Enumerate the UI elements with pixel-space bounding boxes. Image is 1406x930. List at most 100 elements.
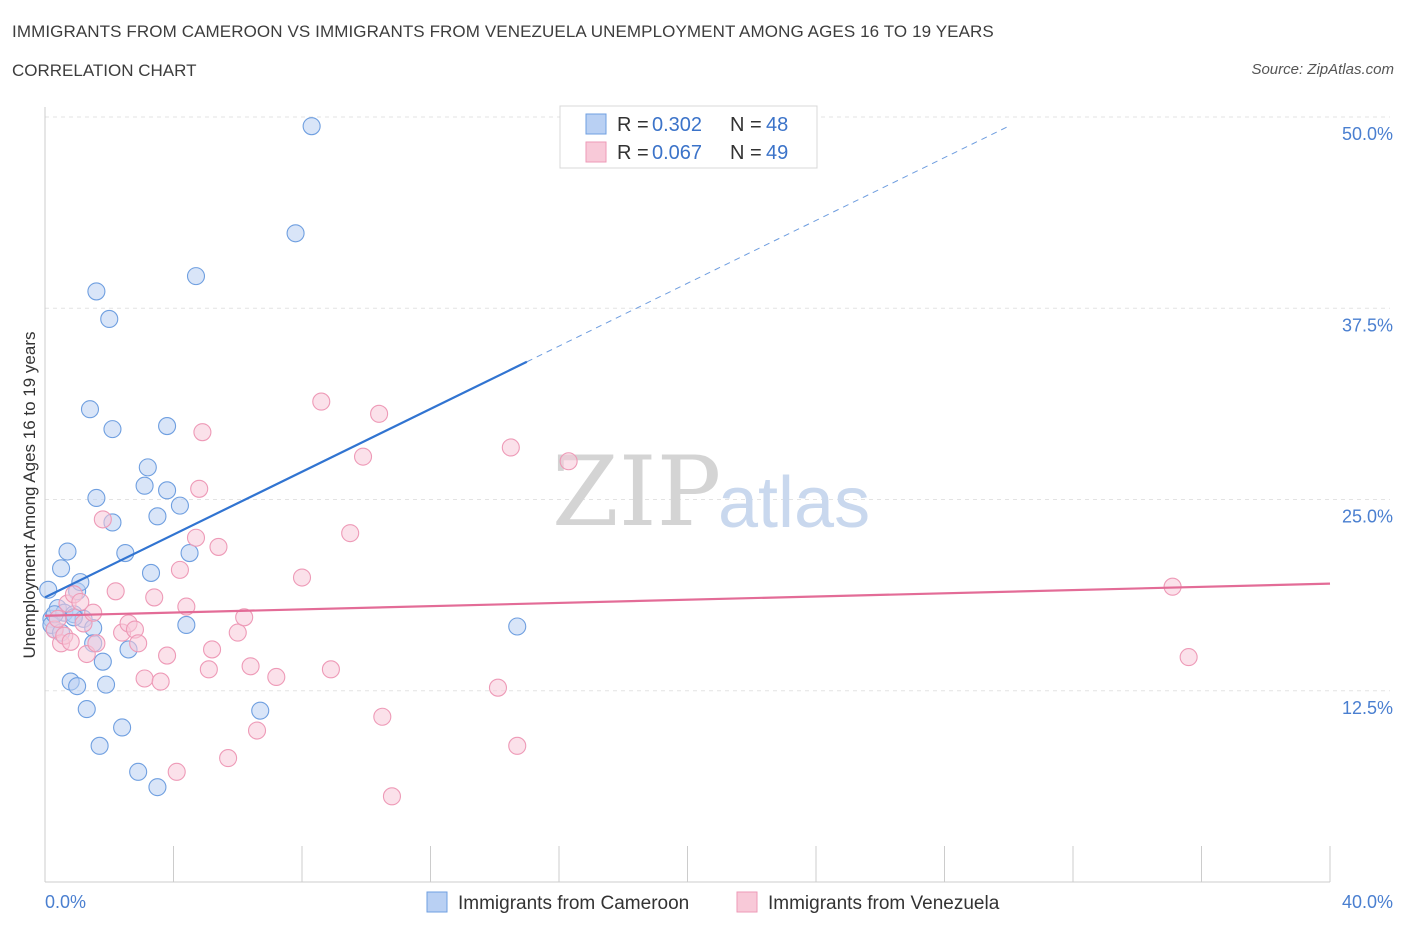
data-point xyxy=(186,528,206,547)
watermark-atlas: atlas xyxy=(718,463,870,543)
legend-top: R = 0.302 N = 48 R = 0.067 N = 49 xyxy=(559,105,818,169)
y-tick-labels: 12.5% 25.0% 37.5% 50.0% xyxy=(1342,124,1393,718)
data-point xyxy=(312,392,331,411)
data-point xyxy=(151,672,170,691)
data-point xyxy=(68,677,87,696)
data-point xyxy=(382,787,402,806)
data-point xyxy=(87,282,106,301)
x-tick-label: 0.0% xyxy=(45,892,86,912)
x-tick-label: 40.0% xyxy=(1342,892,1393,912)
data-point xyxy=(209,537,228,556)
data-point xyxy=(135,476,154,495)
legend-swatch-venezuela xyxy=(585,141,607,163)
data-point xyxy=(93,652,112,671)
legend-bottom-label-cameroon: Immigrants from Cameroon xyxy=(458,893,689,914)
data-point xyxy=(58,542,77,561)
data-point xyxy=(508,736,527,755)
y-tick-label: 37.5% xyxy=(1342,315,1393,335)
data-point xyxy=(373,707,392,726)
legend-r-label-venezuela: R = xyxy=(617,142,649,164)
y-tick-label: 25.0% xyxy=(1342,507,1393,527)
data-point xyxy=(158,481,177,500)
data-point xyxy=(90,736,109,755)
data-point xyxy=(93,510,112,529)
trend-line-cameroon-extension xyxy=(526,125,1009,363)
data-point xyxy=(501,438,520,457)
data-point xyxy=(52,559,71,578)
data-point xyxy=(353,447,373,466)
data-point xyxy=(219,749,238,768)
data-point xyxy=(302,117,321,136)
data-point xyxy=(267,667,286,687)
data-point xyxy=(177,597,196,616)
data-point xyxy=(141,563,161,582)
legend-bottom: Immigrants from Cameroon Immigrants from… xyxy=(426,891,1000,914)
data-point xyxy=(180,543,199,563)
data-point xyxy=(177,615,196,635)
trend-lines xyxy=(44,125,1331,617)
legend-bottom-label-venezuela: Immigrants from Venezuela xyxy=(768,893,1000,914)
series-1-points xyxy=(45,392,1198,806)
chart-subtitle: CORRELATION CHART xyxy=(12,61,197,80)
data-point xyxy=(193,423,212,442)
data-point xyxy=(286,224,305,243)
legend-swatch-cameroon xyxy=(585,113,607,135)
source-credit: Source: ZipAtlas.com xyxy=(1251,61,1394,78)
data-point xyxy=(135,669,154,688)
data-point xyxy=(559,452,578,471)
data-point xyxy=(228,623,247,642)
series-0-points xyxy=(39,117,527,797)
data-point xyxy=(138,458,157,477)
data-point xyxy=(199,660,218,679)
grid-lines xyxy=(45,116,1390,692)
data-point xyxy=(158,417,177,436)
chart-title: IMMIGRANTS FROM CAMEROON VS IMMIGRANTS F… xyxy=(12,22,994,41)
data-point xyxy=(488,678,508,697)
data-point xyxy=(186,267,206,286)
data-point xyxy=(341,524,360,543)
data-point xyxy=(106,582,125,601)
legend-n-value-venezuela: 49 xyxy=(766,142,788,164)
data-point xyxy=(87,634,106,653)
data-point xyxy=(321,660,340,679)
data-point xyxy=(203,640,222,659)
data-point xyxy=(158,646,177,665)
data-point xyxy=(100,309,119,329)
data-point xyxy=(48,609,67,628)
data-point xyxy=(113,718,132,737)
legend-n-label-venezuela: N = xyxy=(730,142,762,164)
data-point xyxy=(129,762,148,781)
y-tick-label: 12.5% xyxy=(1342,698,1393,718)
data-point xyxy=(129,634,148,653)
legend-r-value-cameroon: 0.302 xyxy=(652,114,702,136)
data-point xyxy=(145,588,164,607)
data-point xyxy=(251,701,270,720)
x-tick-labels: 0.0% 40.0% xyxy=(45,892,1393,912)
data-point xyxy=(96,675,116,694)
trend-line-venezuela xyxy=(44,582,1331,617)
legend-n-label-cameroon: N = xyxy=(730,114,762,136)
watermark-zip: ZIP xyxy=(552,436,721,548)
data-point xyxy=(77,700,96,719)
data-point xyxy=(247,721,267,740)
data-point xyxy=(370,404,389,423)
data-point xyxy=(80,400,100,419)
trend-line-cameroon xyxy=(44,360,528,599)
data-point xyxy=(71,592,90,612)
data-point xyxy=(167,762,186,781)
watermark: ZIP atlas xyxy=(552,436,870,548)
data-points xyxy=(39,117,1198,806)
y-axis-label: Unemployment Among Ages 16 to 19 years xyxy=(20,332,39,659)
legend-r-value-venezuela: 0.067 xyxy=(652,142,702,164)
data-point xyxy=(148,778,167,797)
legend-r-label-cameroon: R = xyxy=(617,114,649,136)
data-point xyxy=(84,603,103,622)
data-point xyxy=(170,560,189,579)
data-point xyxy=(61,632,80,651)
legend-bottom-swatch-venezuela xyxy=(736,891,758,913)
data-point xyxy=(170,496,189,515)
data-point xyxy=(1179,648,1198,667)
data-point xyxy=(292,568,312,587)
legend-n-value-cameroon: 48 xyxy=(766,114,788,136)
